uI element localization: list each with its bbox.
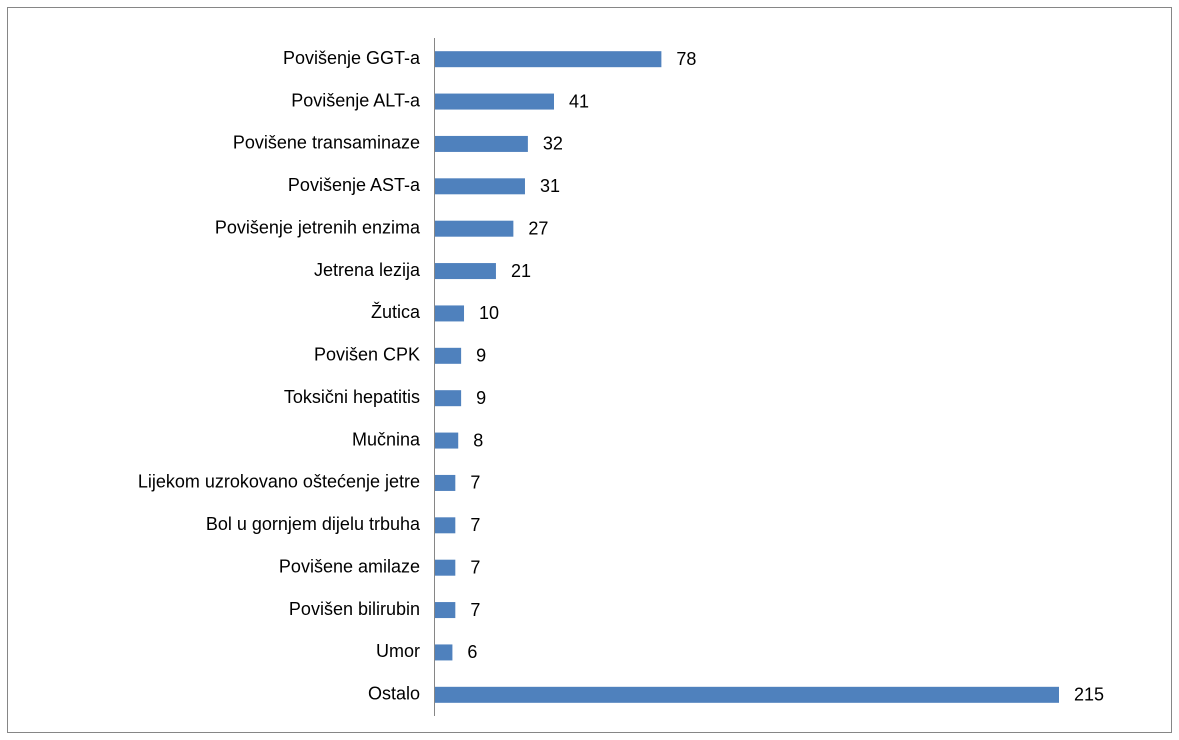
data-label: 215 [1074,685,1104,705]
bar [435,347,462,364]
bar [435,517,456,534]
data-label: 27 [528,218,548,238]
data-label: 7 [470,473,480,493]
bar [435,178,525,195]
bar [435,432,459,449]
y-tick-label: Povišene amilaze [279,556,420,576]
data-label: 10 [479,303,499,323]
y-tick-label: Lijekom uzrokovano oštećenje jetre [138,472,420,492]
data-label: 32 [543,134,563,154]
data-label: 21 [511,261,531,281]
bar [435,559,456,576]
y-tick-label: Toksični hepatitis [284,387,420,407]
y-tick-label: Umor [376,641,420,661]
data-label: 31 [540,176,560,196]
data-label: 78 [676,49,696,69]
bar [435,135,528,152]
bar [435,644,453,661]
y-tick-label: Povišen bilirubin [289,599,420,619]
y-tick-label: Bol u gornjem dijelu trbuha [206,514,421,534]
y-tick-label: Povišenje ALT-a [291,90,421,110]
bar [435,390,462,407]
bar [435,474,456,491]
data-label: 7 [470,557,480,577]
y-tick-label: Jetrena lezija [314,260,421,280]
y-tick-label: Povišenje jetrenih enzima [215,217,421,237]
chart-border [7,7,1172,733]
data-label: 7 [470,600,480,620]
y-tick-label: Mučnina [352,429,421,449]
data-label: 7 [470,515,480,535]
y-tick-label: Ostalo [368,684,420,704]
bar [435,305,465,322]
y-tick-label: Žutica [371,302,421,322]
data-label: 6 [467,642,477,662]
bar [435,602,456,619]
bar [435,220,514,237]
data-label: 8 [473,430,483,450]
y-tick-label: Povišenje AST-a [288,175,421,195]
y-tick-label: Povišene transaminaze [233,133,420,153]
bar [435,51,662,68]
y-tick-label: Povišen CPK [314,345,420,365]
y-tick-label: Povišenje GGT-a [283,48,421,68]
data-label: 9 [476,388,486,408]
data-label: 9 [476,346,486,366]
bar [435,686,1059,703]
data-label: 41 [569,91,589,111]
bar [435,263,496,280]
bar [435,93,554,110]
